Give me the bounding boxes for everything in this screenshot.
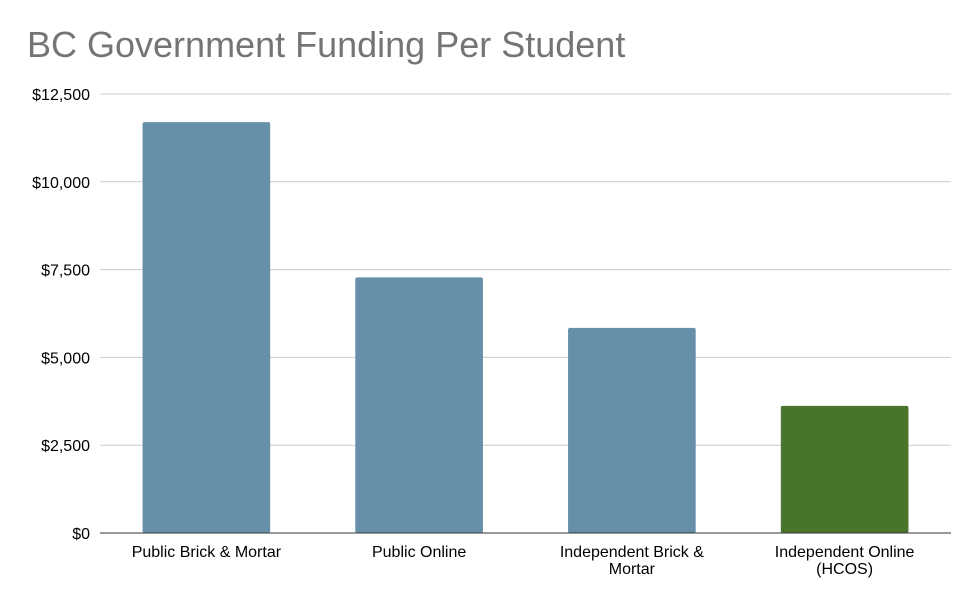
y-tick-label: $7,500 [41,263,90,280]
x-tick-label: Public Online [372,544,466,561]
y-tick-label: $2,500 [41,438,90,455]
x-tick-label: (HCOS) [816,561,873,578]
bar [780,405,909,533]
x-tick-label: Independent Online [775,544,915,561]
y-tick-label: $12,500 [32,87,90,104]
bar [355,277,483,533]
x-tick-label: Independent Brick & [560,544,704,561]
y-tick-label: $10,000 [32,175,90,192]
x-tick-label: Public Brick & Mortar [132,544,282,561]
y-tick-label: $0 [72,526,90,543]
chart-title: BC Government Funding Per Student [27,24,626,65]
bar [568,327,696,533]
x-tick-label: Mortar [609,561,656,578]
bar [142,122,271,533]
y-tick-label: $5,000 [41,350,90,367]
